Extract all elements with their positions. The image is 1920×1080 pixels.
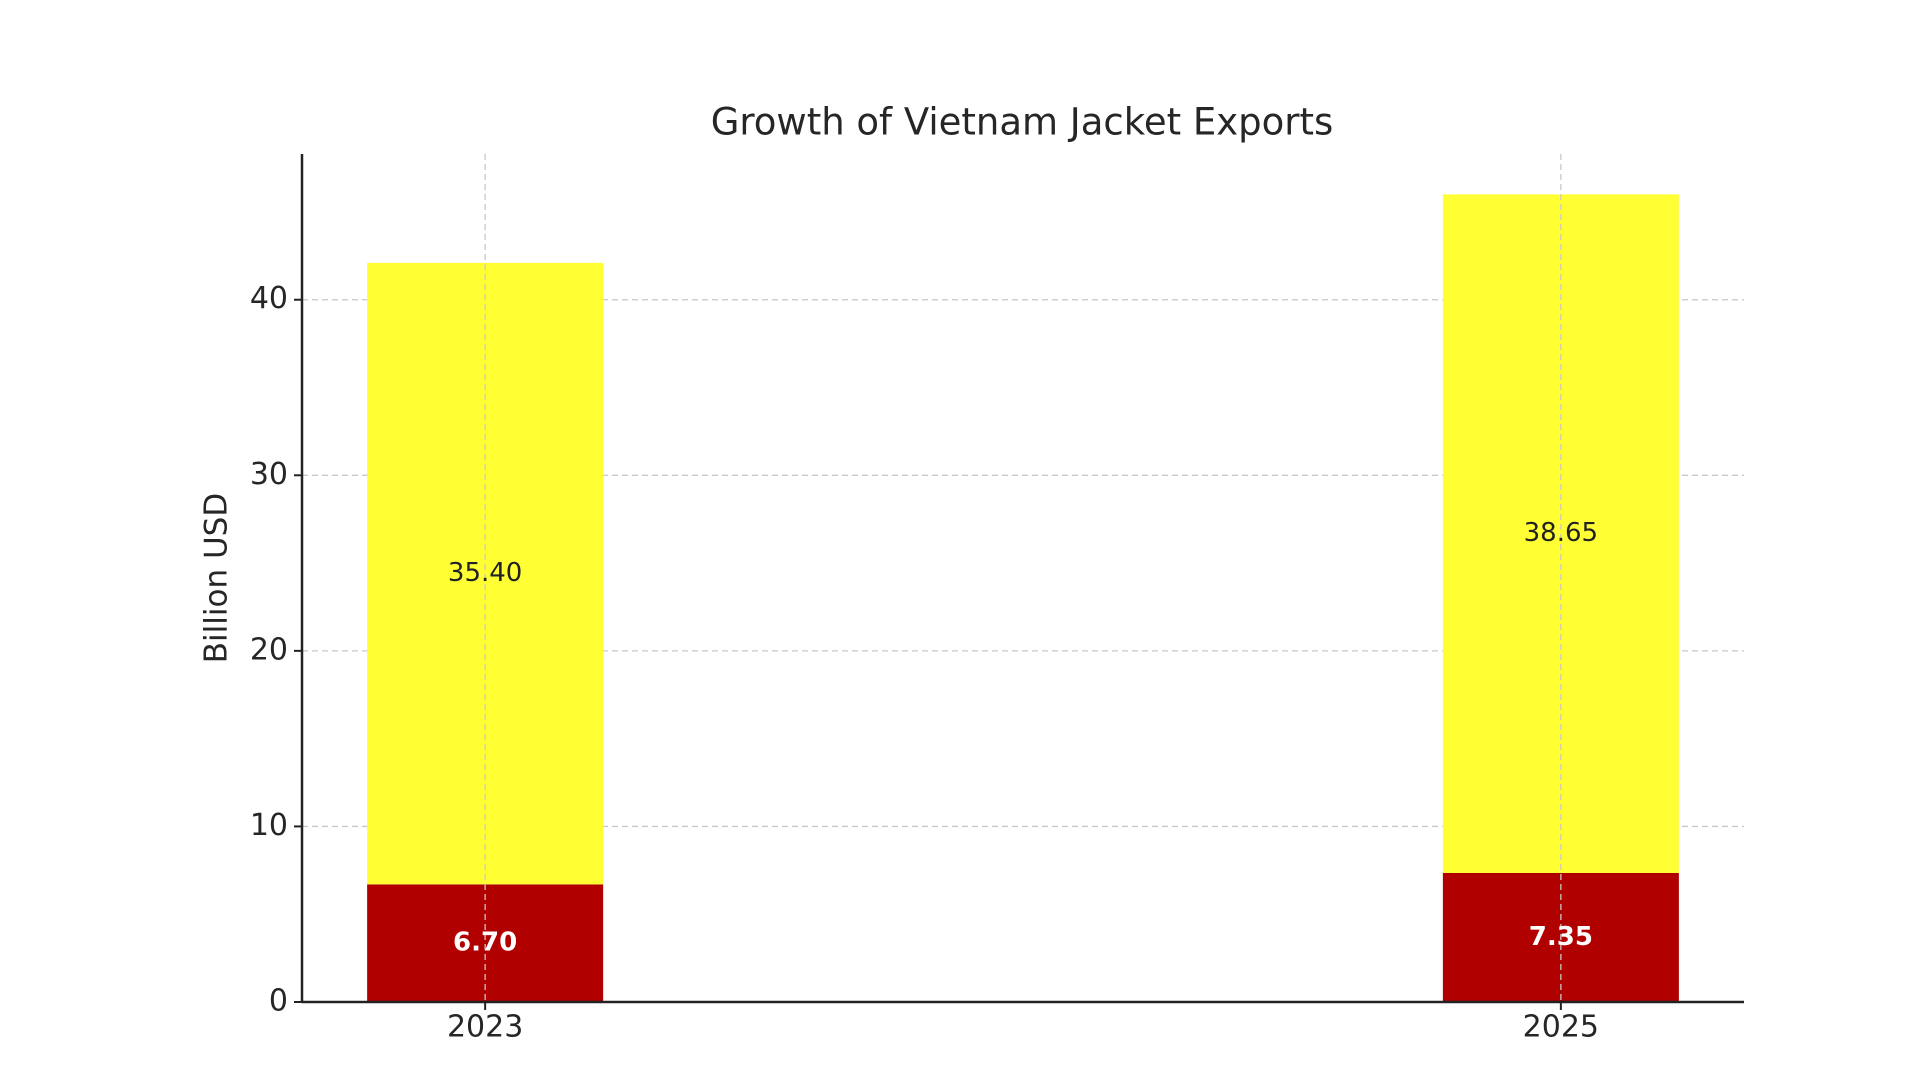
x-tick-label: 2023 (447, 1010, 523, 1045)
y-tick-label: 20 (250, 632, 288, 667)
value-label: 6.70 (453, 928, 517, 958)
y-tick-label: 0 (269, 984, 288, 1019)
x-tick-label: 2025 (1523, 1010, 1599, 1045)
bar-segment (367, 884, 604, 1002)
y-axis-label: Billion USD (199, 493, 235, 663)
y-tick-label: 30 (250, 457, 288, 492)
value-label: 35.40 (448, 558, 522, 588)
value-label: 7.35 (1529, 922, 1593, 952)
value-label: 38.65 (1524, 518, 1598, 548)
y-tick-label: 10 (250, 808, 288, 843)
chart-title: Growth of Vietnam Jacket Exports (711, 101, 1334, 144)
y-tick-label: 40 (250, 281, 288, 316)
